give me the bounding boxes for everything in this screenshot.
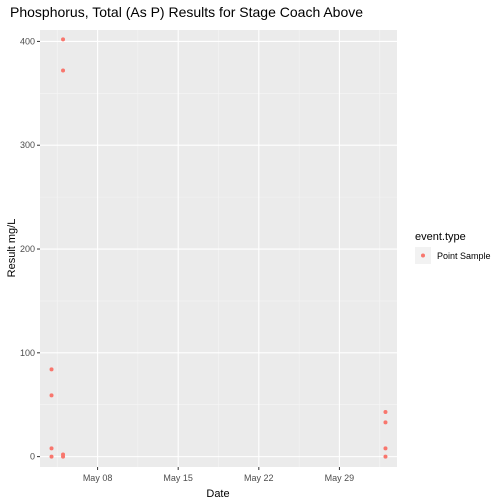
data-point [49,446,54,451]
major-gridlines [40,30,397,467]
y-tick-label: 0 [30,452,35,462]
data-point [61,68,66,73]
x-tick-label: May 15 [163,473,193,483]
data-point [383,420,388,425]
legend-key-point [421,253,425,258]
y-tick-label: 400 [20,36,35,46]
y-tick-label: 300 [20,140,35,150]
data-point [383,454,388,459]
chart-title: Phosphorus, Total (As P) Results for Sta… [10,4,363,20]
data-point [49,454,54,459]
data-point [61,454,66,459]
data-point [383,446,388,451]
legend-label-point-sample: Point Sample [437,251,491,261]
y-tick-label: 200 [20,244,35,254]
legend: event.type Point Sample [415,231,491,264]
data-point [61,37,66,42]
legend-title: event.type [415,231,466,243]
y-axis: 0 100 200 300 400 [20,36,40,462]
x-tick-label: May 08 [83,473,113,483]
y-axis-title: Result mg/L [6,219,18,278]
data-points [49,37,388,459]
data-point [49,367,54,372]
x-axis: May 08 May 15 May 22 May 29 [83,467,354,483]
x-tick-label: May 22 [244,473,274,483]
data-point [383,409,388,414]
x-axis-title: Date [206,488,229,500]
y-tick-label: 100 [20,348,35,358]
x-tick-label: May 29 [325,473,355,483]
data-point [49,393,54,398]
